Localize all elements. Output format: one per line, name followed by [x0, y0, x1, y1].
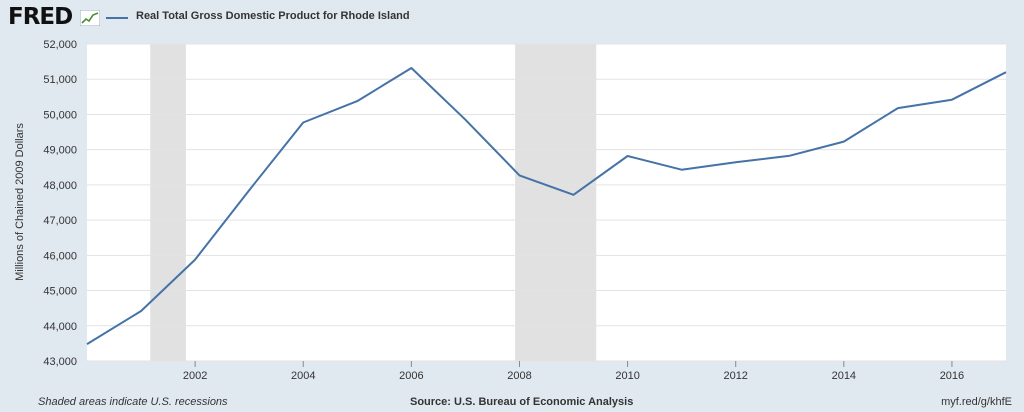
data-point[interactable]: [624, 152, 632, 160]
y-tick-label: 45,000: [43, 286, 77, 298]
x-tick-label: 2016: [940, 370, 964, 382]
recession-note: Shaded areas indicate U.S. recessions: [38, 396, 228, 408]
y-tick-label: 46,000: [43, 250, 77, 262]
y-tick-label: 52,000: [43, 39, 77, 51]
data-point[interactable]: [786, 152, 794, 160]
data-point[interactable]: [840, 138, 848, 146]
y-tick-label: 44,000: [43, 321, 77, 333]
data-point[interactable]: [732, 158, 740, 166]
data-point[interactable]: [894, 104, 902, 112]
y-tick-label: 51,000: [43, 74, 77, 86]
data-point[interactable]: [353, 97, 361, 105]
data-point[interactable]: [678, 166, 686, 174]
data-point[interactable]: [245, 186, 253, 194]
data-point[interactable]: [948, 96, 956, 104]
x-tick-label: 2002: [183, 370, 207, 382]
legend-label: Real Total Gross Domestic Product for Rh…: [136, 10, 410, 22]
data-point[interactable]: [191, 256, 199, 264]
data-point[interactable]: [407, 64, 415, 72]
chart-header: FRED Real Total Gross Domestic Product f…: [0, 0, 1024, 36]
recession-band: [150, 44, 186, 361]
x-tick-label: 2004: [291, 370, 315, 382]
x-tick-label: 2008: [507, 370, 531, 382]
y-tick-label: 50,000: [43, 109, 77, 121]
source-text: Source: U.S. Bureau of Economic Analysis: [410, 396, 634, 408]
recession-band: [515, 44, 597, 361]
data-point[interactable]: [515, 171, 523, 179]
x-tick-label: 2010: [615, 370, 639, 382]
data-point[interactable]: [570, 191, 578, 199]
y-axis-label: Millions of Chained 2009 Dollars: [14, 123, 26, 281]
x-tick-label: 2012: [723, 370, 747, 382]
legend-swatch: [106, 17, 128, 19]
data-point[interactable]: [1002, 68, 1010, 76]
y-tick-label: 47,000: [43, 215, 77, 227]
data-point[interactable]: [461, 116, 469, 124]
data-point[interactable]: [137, 307, 145, 315]
trend-chart-icon: [80, 10, 100, 26]
fred-logo[interactable]: FRED: [8, 4, 73, 30]
short-link[interactable]: myf.red/g/khfE: [941, 396, 1012, 408]
y-tick-label: 48,000: [43, 180, 77, 192]
y-tick-label: 43,000: [43, 356, 77, 368]
data-point[interactable]: [299, 119, 307, 127]
y-tick-label: 49,000: [43, 145, 77, 157]
x-tick-label: 2006: [399, 370, 423, 382]
series-line: [86, 67, 1007, 345]
data-point[interactable]: [83, 340, 91, 348]
x-tick-label: 2014: [832, 370, 856, 382]
